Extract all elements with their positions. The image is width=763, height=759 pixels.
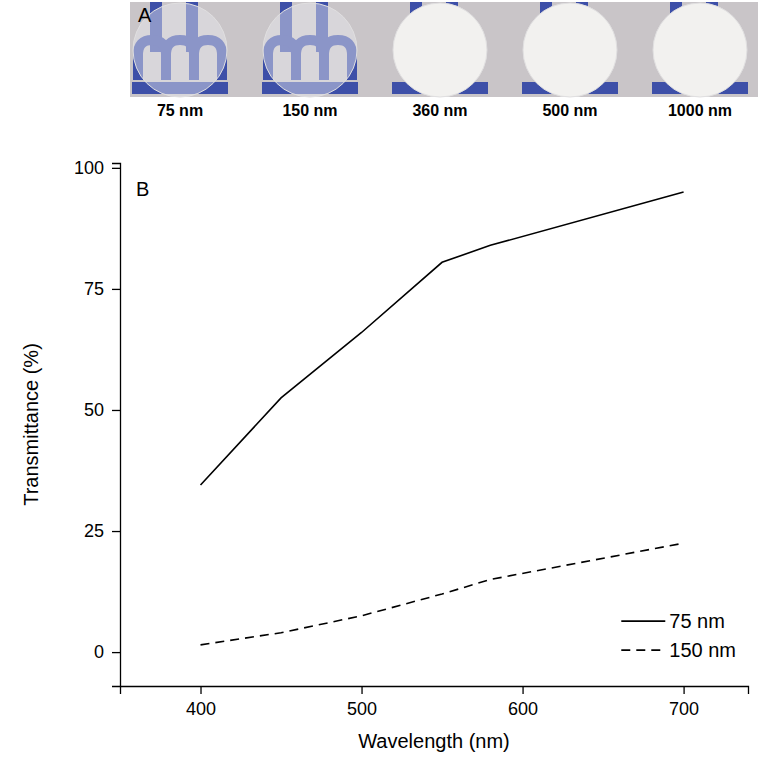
x-tick-label: 500 [347,699,377,719]
y-tick: 50 [84,400,120,420]
y-tick-label: 100 [74,158,104,178]
y-tick-label: 75 [84,279,104,299]
sample [652,2,748,97]
panel-a: 75 nm 150 nm 360 nm 500 nm 1000 nm A [130,2,758,119]
legend-item: 150 nm [621,639,736,661]
legend-swatch [621,649,665,651]
disc [133,3,227,97]
sample-label: 360 nm [412,102,467,119]
x-tick: 400 [186,686,216,719]
legend-label: 150 nm [669,639,736,661]
x-tick-mark [361,686,362,694]
disc [523,3,617,97]
legend-label: 75 nm [669,610,725,632]
x-tick-mark [683,686,684,694]
panel-letter: A [138,4,152,26]
photo-background [130,2,758,97]
sample-label: 500 nm [542,102,597,119]
y-tick: 0 [94,642,120,662]
sample [132,2,228,97]
y-tick-mark [112,289,120,290]
sample [262,2,358,97]
y-tick-mark [112,410,120,411]
x-tick-label: 600 [508,699,538,719]
x-tick: 700 [669,686,699,719]
y-tick-mark [112,531,120,532]
y-tick: 100 [74,158,120,178]
series-line [201,192,684,485]
disc [393,3,487,97]
sample-label: 150 nm [282,102,337,119]
y-tick-mark [112,652,120,653]
x-tick-label: 400 [186,699,216,719]
y-axis-line [112,164,121,687]
disc [653,3,747,97]
sample-label: 1000 nm [668,102,732,119]
series-line [201,543,684,645]
legend: 75 nm 150 nm [621,610,736,661]
x-tick: 500 [347,686,377,719]
legend-swatch [621,620,665,622]
y-tick-label: 25 [84,521,104,541]
sample [522,2,618,97]
y-axis: 0 25 50 75 100 [74,158,121,686]
x-tick-mark [522,686,523,694]
x-tick-label: 700 [669,699,699,719]
disc [263,3,357,97]
sample-label: 75 nm [157,102,203,119]
x-axis-line [121,687,749,695]
y-tick: 75 [84,279,120,299]
x-axis-title: Wavelength (nm) [358,730,510,752]
y-tick-label: 0 [94,642,104,662]
x-tick: 600 [508,686,538,719]
panel-b: 400 500 600 700 0 25 50 75 100 Wavelength (nm) Tra… [20,158,749,752]
x-axis: 400 500 600 700 [121,686,749,719]
y-tick: 25 [84,521,120,541]
panel-letter: B [136,178,149,200]
x-tick-mark [200,686,201,694]
plot-lines [201,192,684,645]
y-tick-mark [112,168,120,169]
sample [392,2,488,97]
y-tick-label: 50 [84,400,104,420]
legend-item: 75 nm [621,610,725,632]
y-axis-title: Transmittance (%) [20,343,42,506]
